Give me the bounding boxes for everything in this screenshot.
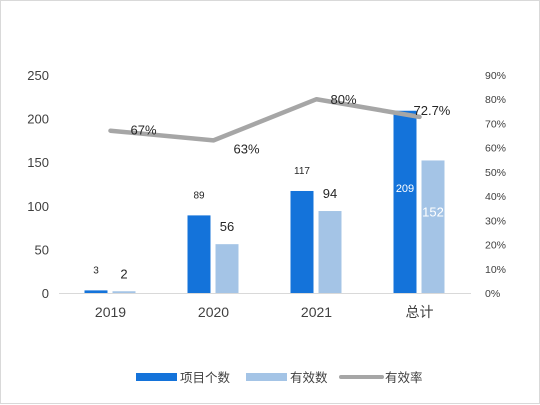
right-axis-tick-label: 20%: [485, 240, 506, 252]
bar-data-label: 152: [422, 204, 444, 219]
category-label: 2021: [301, 304, 332, 320]
legend-label: 项目个数: [180, 370, 231, 385]
legend-swatch: [136, 373, 177, 381]
line-data-label: 63%: [234, 141, 260, 156]
bar-projects: [290, 190, 314, 293]
bar-valid: [421, 160, 445, 293]
legend-swatch: [246, 373, 287, 381]
right-axis-tick-label: 10%: [485, 264, 506, 276]
category-label: 2019: [95, 304, 126, 320]
right-axis-tick-label: 60%: [485, 143, 506, 155]
bar-projects: [393, 110, 417, 293]
line-data-label: 72.7%: [414, 103, 451, 118]
line-valid-rate: [108, 96, 422, 143]
right-axis-tick-label: 40%: [485, 191, 506, 203]
legend-label: 有效数: [290, 370, 328, 385]
line-data-label: 67%: [131, 123, 157, 138]
bar-valid: [318, 211, 342, 293]
bar-data-label: 117: [294, 166, 310, 177]
left-axis-tick-label: 150: [27, 155, 49, 170]
right-axis-tick-label: 30%: [485, 215, 506, 227]
bar-data-label: 94: [323, 186, 337, 201]
legend-label: 有效率: [385, 370, 423, 385]
right-axis-tick-label: 80%: [485, 94, 506, 106]
right-axis-tick-label: 90%: [485, 70, 506, 82]
bar-data-label: 56: [220, 219, 234, 234]
right-axis-tick-label: 50%: [485, 167, 506, 179]
right-axis-tick-label: 70%: [485, 118, 506, 130]
bar-data-label: 89: [193, 190, 205, 201]
bar-projects: [84, 290, 108, 293]
left-axis-tick-label: 200: [27, 112, 49, 127]
left-axis-tick-label: 100: [27, 199, 49, 214]
bar-data-label: 2: [120, 266, 127, 281]
bar-valid: [112, 291, 136, 293]
bar-projects: [187, 215, 211, 293]
left-axis-tick-label: 250: [27, 68, 49, 83]
category-label: 总计: [406, 304, 434, 320]
bar-data-label: 3: [93, 265, 99, 276]
line-data-label: 80%: [331, 92, 357, 107]
bar-valid: [215, 244, 239, 293]
left-axis-tick-label: 0: [42, 286, 49, 301]
left-axis-tick-label: 50: [35, 242, 49, 257]
right-axis-tick-label: 0%: [485, 288, 500, 300]
category-label: 2020: [198, 304, 229, 320]
bar-data-label: 209: [396, 183, 414, 195]
